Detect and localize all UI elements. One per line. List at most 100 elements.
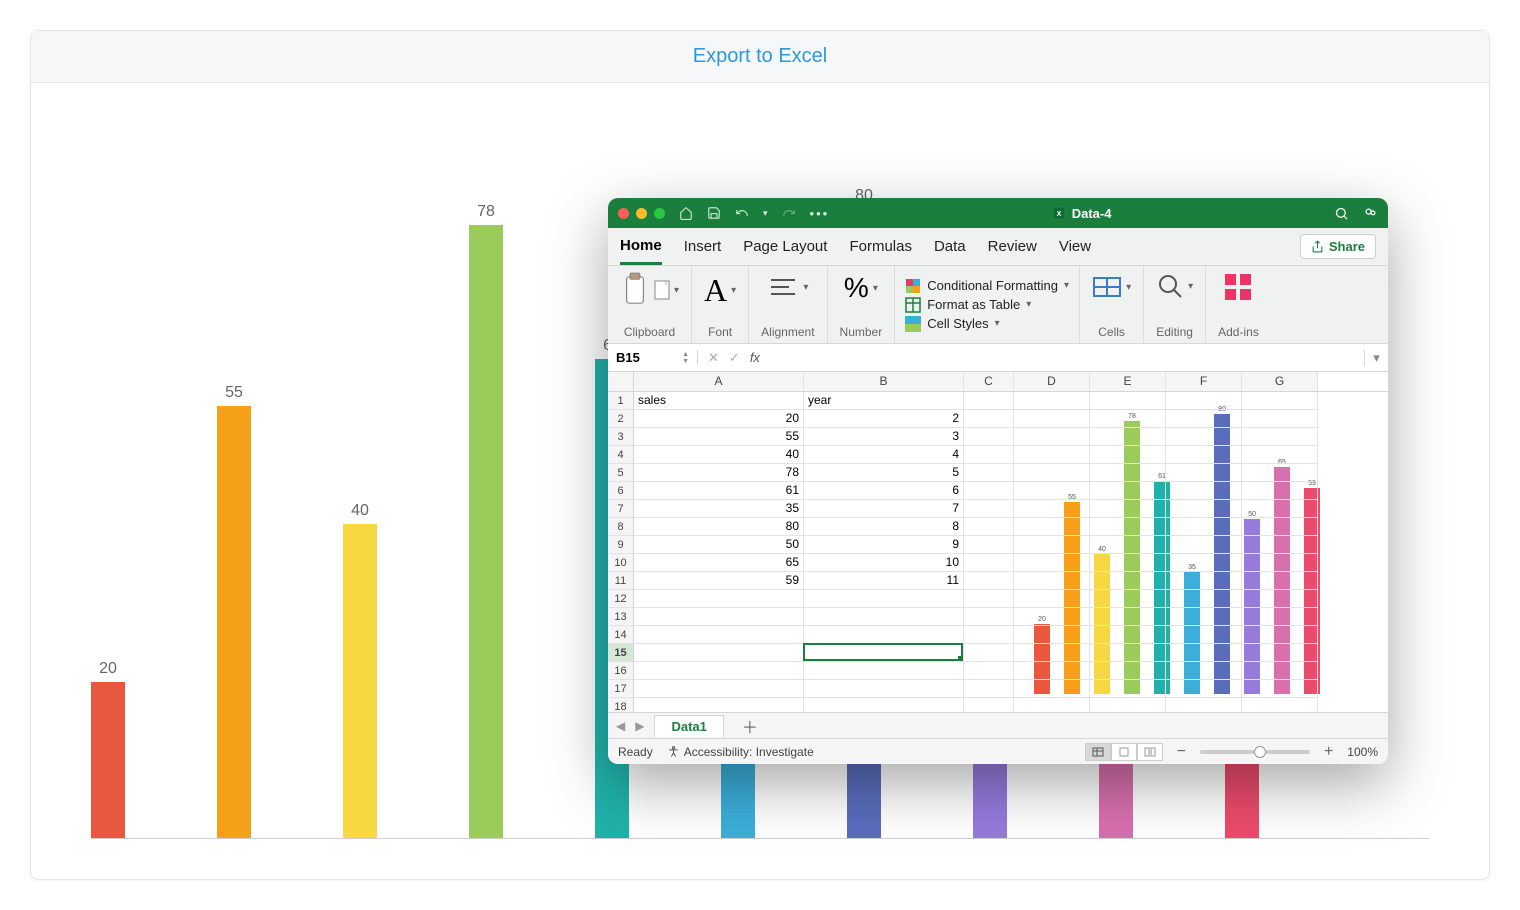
cell-data[interactable]: 78 [634,464,804,482]
cell[interactable] [964,698,1014,712]
cell[interactable] [1242,698,1318,712]
fill-handle[interactable] [958,656,963,661]
cell[interactable] [1242,554,1318,572]
ribbon-tab-formulas[interactable]: Formulas [849,230,912,263]
cell[interactable] [1242,608,1318,626]
clipboard-icon[interactable] [620,272,650,308]
cell[interactable] [1090,428,1166,446]
cell[interactable] [1090,536,1166,554]
zoom-thumb[interactable] [1254,746,1266,758]
cell-data[interactable]: 10 [804,554,964,572]
cell[interactable] [1166,554,1242,572]
cell[interactable] [804,680,964,698]
cell[interactable] [964,626,1014,644]
home-icon[interactable] [679,206,693,220]
cell[interactable] [1014,608,1090,626]
ribbon-group-number[interactable]: %▾ Number [828,266,896,343]
cell-data[interactable]: 9 [804,536,964,554]
quick-access[interactable]: ▾ ••• [679,206,829,221]
ribbon-tab-page-layout[interactable]: Page Layout [743,230,827,263]
cell-data[interactable]: 8 [804,518,964,536]
cell[interactable] [1242,626,1318,644]
ribbon-tab-insert[interactable]: Insert [684,230,722,263]
cell[interactable] [1242,644,1318,662]
cell[interactable] [1090,464,1166,482]
name-box-stepper[interactable]: ▲▼ [682,351,689,365]
row-header[interactable]: 17 [608,680,633,698]
cell[interactable] [1014,410,1090,428]
conditional-formatting[interactable]: Conditional Formatting▾ [905,278,1069,294]
cell[interactable] [1166,500,1242,518]
zoom-in[interactable]: + [1324,743,1333,761]
chevron-down-icon[interactable]: ▾ [763,208,768,219]
cell[interactable] [1242,536,1318,554]
cell[interactable] [804,626,964,644]
cell[interactable] [1166,464,1242,482]
cell-data[interactable]: 50 [634,536,804,554]
cell[interactable] [1014,626,1090,644]
paste-icon[interactable] [654,280,670,300]
cell[interactable] [964,482,1014,500]
undo-icon[interactable] [735,206,749,220]
cell[interactable] [1166,518,1242,536]
next-sheet[interactable]: ▶ [635,719,644,733]
cell[interactable] [1014,536,1090,554]
cell-data[interactable]: 40 [634,446,804,464]
cell-data[interactable]: 61 [634,482,804,500]
chevron-down-icon[interactable]: ▾ [1188,281,1193,292]
chevron-down-icon[interactable]: ▾ [731,285,736,296]
ribbon-tab-view[interactable]: View [1059,230,1091,263]
cell[interactable] [1242,572,1318,590]
ribbon-tab-home[interactable]: Home [620,229,662,265]
cell[interactable] [1166,680,1242,698]
cell[interactable] [1166,698,1242,712]
cell[interactable] [1014,518,1090,536]
cell[interactable] [1166,428,1242,446]
cell[interactable] [1090,482,1166,500]
save-icon[interactable] [707,206,721,220]
cell[interactable] [964,446,1014,464]
cell-data[interactable]: 4 [804,446,964,464]
cell[interactable] [1090,554,1166,572]
selected-cell[interactable] [803,643,963,661]
row-header[interactable]: 7 [608,500,633,518]
cell[interactable] [1014,644,1090,662]
cell[interactable] [1090,572,1166,590]
cell-data[interactable]: 6 [804,482,964,500]
cell[interactable] [964,644,1014,662]
cell[interactable] [1014,662,1090,680]
cell[interactable] [634,626,804,644]
cell[interactable] [634,644,804,662]
col-header-E[interactable]: E [1090,372,1166,391]
cell[interactable] [634,662,804,680]
row-header[interactable]: 5 [608,464,633,482]
cell-data[interactable]: 65 [634,554,804,572]
cell[interactable] [964,680,1014,698]
ribbon-tabs[interactable]: HomeInsertPage LayoutFormulasDataReviewV… [608,228,1388,266]
cell[interactable] [1166,536,1242,554]
ribbon-group-editing[interactable]: ▾ Editing [1144,266,1206,343]
ribbon-tab-review[interactable]: Review [988,230,1037,263]
row-header[interactable]: 3 [608,428,633,446]
cell[interactable] [804,608,964,626]
cell[interactable] [1014,590,1090,608]
cell[interactable] [1090,392,1166,410]
col-header-A[interactable]: A [634,372,804,391]
cell[interactable] [964,518,1014,536]
col-header-D[interactable]: D [1014,372,1090,391]
ribbon-group-alignment[interactable]: ▾ Alignment [749,266,827,343]
cell[interactable] [1090,518,1166,536]
cell[interactable] [1090,410,1166,428]
cell[interactable] [1014,698,1090,712]
cell[interactable] [1166,446,1242,464]
row-header[interactable]: 15 [608,644,633,662]
cell[interactable] [1166,410,1242,428]
cell-styles[interactable]: Cell Styles▾ [905,316,1069,332]
cell-data[interactable]: 5 [804,464,964,482]
cell[interactable] [964,464,1014,482]
cell[interactable] [1090,644,1166,662]
cell-data[interactable]: 80 [634,518,804,536]
cell[interactable] [634,698,804,712]
row-header[interactable]: 13 [608,608,633,626]
zoom-out[interactable]: − [1177,743,1186,761]
